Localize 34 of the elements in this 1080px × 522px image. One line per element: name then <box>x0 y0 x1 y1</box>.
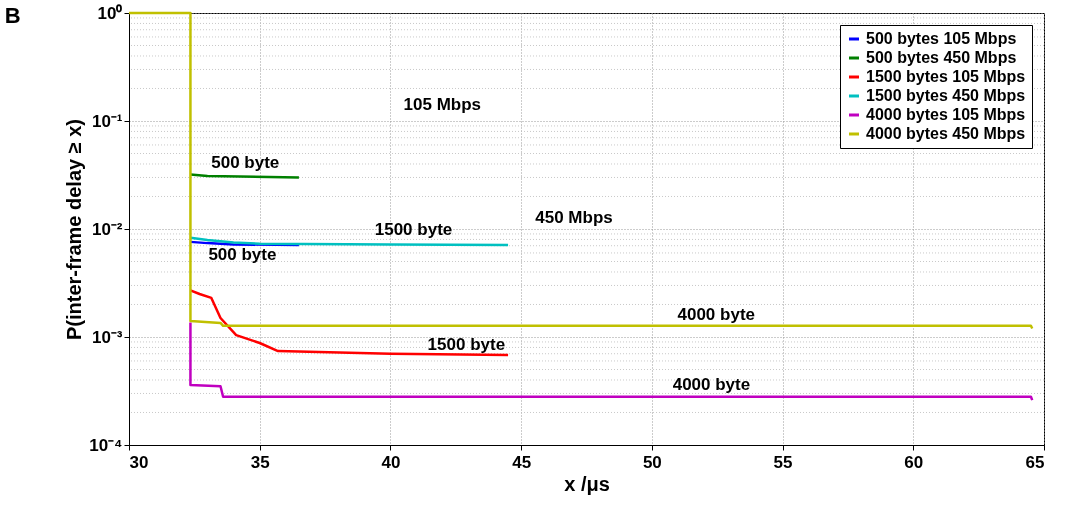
x-tick-label: 65 <box>1025 452 1045 472</box>
chart-title: B <box>4 3 21 28</box>
x-tick-label: 30 <box>129 452 149 472</box>
annotation: 1500 byte <box>427 335 506 354</box>
y-tick-label: 10⁻¹ <box>91 111 123 131</box>
y-tick-label: 10⁰ <box>97 3 123 23</box>
legend-label: 500 bytes 105 Mbps <box>866 30 1017 47</box>
annotation: 500 byte <box>211 153 280 172</box>
x-tick-label: 45 <box>512 452 532 472</box>
line-series <box>189 236 510 247</box>
annotation: 500 byte <box>208 245 277 264</box>
x-tick-label: 50 <box>642 452 662 472</box>
y-axis-title: P(inter-frame delay ≥ x) <box>63 118 86 341</box>
annotation: 4000 byte <box>677 305 755 324</box>
x-tick-label: 35 <box>250 452 270 472</box>
y-tick-label: 10⁻⁴ <box>89 435 123 455</box>
x-axis-title: x /μs <box>564 472 610 495</box>
line-series <box>189 321 1034 402</box>
y-tick-label: 10⁻³ <box>91 327 123 347</box>
line-series <box>127 11 1034 330</box>
x-tick-label: 60 <box>904 452 924 472</box>
annotation: 1500 byte <box>374 220 453 239</box>
x-tick-label: 40 <box>381 452 401 472</box>
legend-label: 500 bytes 450 Mbps <box>866 49 1017 66</box>
legend-label: 1500 bytes 450 Mbps <box>866 87 1026 104</box>
annotation: 450 Mbps <box>535 208 613 227</box>
x-tick-label: 55 <box>773 452 793 472</box>
y-tick-label: 10⁻² <box>91 219 123 239</box>
annotation: 105 Mbps <box>403 95 482 114</box>
legend-label: 4000 bytes 105 Mbps <box>866 106 1026 123</box>
annotation: 4000 byte <box>672 375 751 394</box>
legend-label: 4000 bytes 450 Mbps <box>866 125 1026 142</box>
line-series <box>189 289 510 357</box>
legend-label: 1500 bytes 105 Mbps <box>866 68 1026 85</box>
